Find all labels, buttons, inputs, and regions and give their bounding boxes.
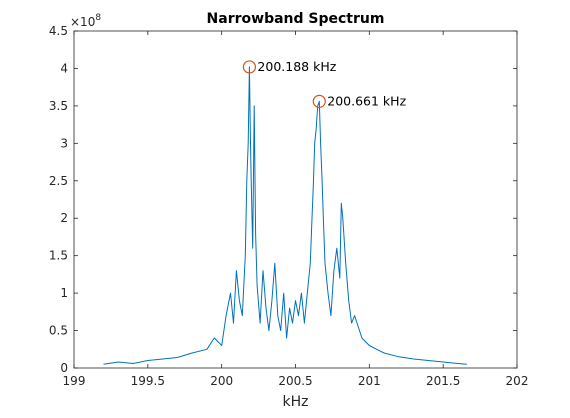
y-tick-label: 2 — [60, 211, 68, 225]
spectrum-line — [103, 66, 467, 365]
x-tick-label: 202 — [506, 374, 529, 388]
y-tick-label: 1.5 — [49, 249, 68, 263]
y-tick-label: 3 — [60, 136, 68, 150]
tick-layer: 199 199.5 200 200.5 201 201.5 202 0 0.5 1 1.5 2 2.5 3… — [49, 24, 529, 388]
chart-title: Narrowband Spectrum — [207, 11, 385, 27]
x-tick-label: 200 — [210, 374, 233, 388]
peak-label: 200.188 kHz — [257, 59, 336, 74]
marker-layer: 200.188 kHz 200.661 kHz — [242, 59, 407, 108]
x-axis-label: kHz — [283, 394, 309, 410]
y-exponent-label: ×108 — [70, 13, 101, 29]
peak-marker — [312, 94, 326, 108]
y-tick-label: 0.5 — [49, 324, 68, 338]
y-exponent-power: 8 — [95, 13, 101, 23]
x-tick-label: 199 — [63, 374, 86, 388]
series-layer — [103, 66, 467, 365]
x-tick-label: 200.5 — [278, 374, 312, 388]
peak-label: 200.661 kHz — [327, 93, 406, 108]
x-tick-label: 201.5 — [426, 374, 460, 388]
y-tick-label: 2.5 — [49, 174, 68, 188]
y-exponent-base: ×10 — [70, 15, 95, 29]
plot-area — [74, 31, 517, 368]
x-tick-label: 201 — [358, 374, 381, 388]
x-tick-label: 199.5 — [131, 374, 165, 388]
y-tick-label: 1 — [60, 286, 68, 300]
y-tick-label: 3.5 — [49, 99, 68, 113]
y-tick-label: 4 — [60, 61, 68, 75]
y-tick-label: 0 — [60, 361, 68, 375]
y-tick-label: 4.5 — [49, 24, 68, 38]
peak-marker — [242, 60, 257, 74]
